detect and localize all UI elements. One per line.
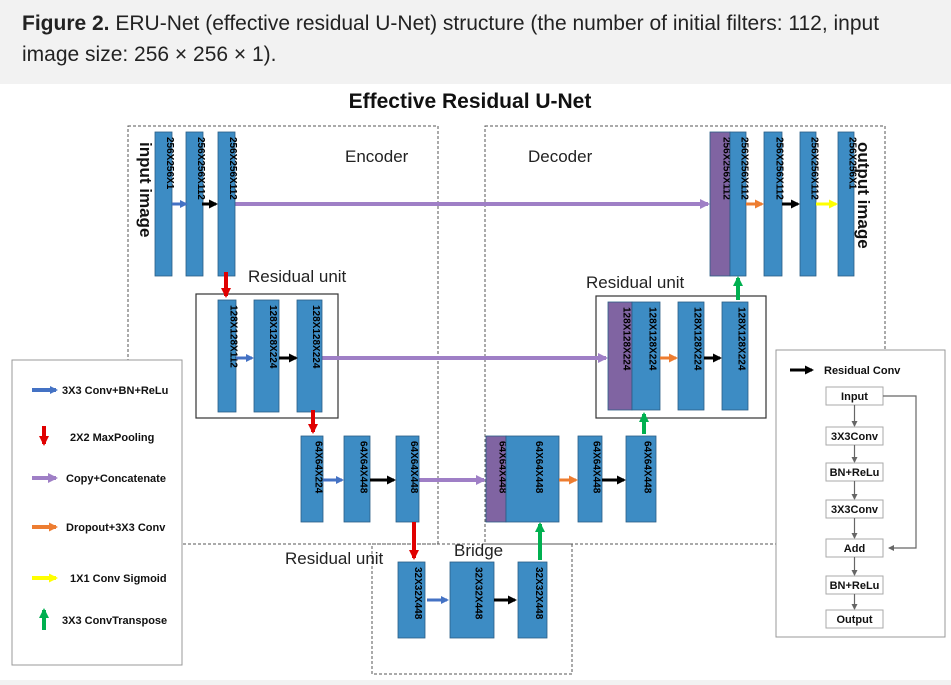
block-label-e3c: 64X64X448 bbox=[408, 441, 419, 494]
block-label-d3b: 64X64X448 bbox=[533, 441, 544, 494]
eru-net-diagram: Effective Residual U-Net Encoder Decoder… bbox=[11, 90, 946, 675]
block-d1e bbox=[837, 131, 855, 277]
residual-conv-step: BN+ReLu bbox=[830, 467, 880, 479]
bridge-residual-unit-label: Residual unit bbox=[285, 549, 384, 568]
block-e2b bbox=[253, 299, 280, 413]
decoder-label: Decoder bbox=[528, 147, 593, 166]
figure-panel: Effective Residual U-Net Encoder Decoder… bbox=[0, 84, 951, 680]
residual-conv-step: Input bbox=[841, 391, 868, 403]
block-label-e1b: 256X256X112 bbox=[195, 137, 206, 200]
block-b3 bbox=[517, 561, 548, 639]
residual-skip-connection bbox=[883, 395, 917, 551]
residual-conv-title: Residual Conv bbox=[824, 365, 901, 377]
block-e2a bbox=[217, 299, 237, 413]
decoder-residual-unit-label: Residual unit bbox=[586, 273, 685, 292]
residual-conv-step: Add bbox=[844, 543, 865, 555]
encoder-region bbox=[127, 125, 439, 545]
block-label-d1d: 256X256X112 bbox=[809, 137, 820, 200]
block-label-e3b: 64X64X448 bbox=[358, 441, 369, 494]
legend-label-concat: Copy+Concatenate bbox=[66, 473, 166, 485]
block-label-e1a: 256X256X1 bbox=[164, 137, 175, 190]
block-label-b3: 32X32X448 bbox=[533, 567, 544, 620]
block-label-b2: 32X32X448 bbox=[473, 567, 484, 620]
bridge-label: Bridge bbox=[454, 541, 503, 560]
residual-conv-step-box bbox=[825, 609, 884, 629]
block-d2a bbox=[607, 301, 633, 411]
block-label-d2d: 128X128X224 bbox=[736, 307, 747, 371]
block-label-e1c: 256X256X112 bbox=[227, 137, 238, 200]
block-label-d1e: 256X256X1 bbox=[847, 137, 858, 190]
residual-conv-step: 3X3Conv bbox=[831, 431, 879, 443]
block-label-b1: 32X32X448 bbox=[412, 567, 423, 620]
block-label-d2a: 128X128X224 bbox=[621, 307, 632, 371]
legend-label-conv: 3X3 Conv+BN+ReLu bbox=[62, 385, 168, 397]
input-image-label: input image bbox=[136, 142, 155, 237]
block-label-d1a: 256X256X112 bbox=[721, 137, 732, 200]
block-label-d3a: 64X64X448 bbox=[497, 441, 508, 494]
block-label-e2a: 128X128X112 bbox=[228, 305, 239, 368]
block-label-d1c: 256X256X112 bbox=[774, 137, 785, 200]
legend-items: 3X3 Conv+BN+ReLu 2X2 MaxPooling Copy+Con… bbox=[32, 385, 168, 630]
block-d2c bbox=[677, 301, 705, 411]
figure-caption: Figure 2. ERU-Net (effective residual U-… bbox=[22, 8, 932, 70]
feature-map-blocks: 256X256X1 256X256X112 256X256X112 128X128X1… bbox=[154, 131, 858, 639]
residual-conv-step: Output bbox=[836, 614, 872, 626]
block-d2d bbox=[721, 301, 749, 411]
block-label-d3c: 64X64X448 bbox=[591, 441, 602, 494]
output-image-label: output image bbox=[854, 142, 873, 249]
figure-number: Figure 2. bbox=[22, 12, 110, 35]
legend-label-maxpool: 2X2 MaxPooling bbox=[70, 432, 154, 444]
block-label-d2c: 128X128X224 bbox=[692, 307, 703, 371]
residual-conv-step: BN+ReLu bbox=[830, 580, 880, 592]
legend-label-sigmoid: 1X1 Conv Sigmoid bbox=[70, 573, 167, 585]
block-label-d1b: 256X256X112 bbox=[739, 137, 750, 200]
residual-conv-step: 3X3Conv bbox=[831, 504, 879, 516]
encoder-label: Encoder bbox=[345, 147, 409, 166]
bridge-region bbox=[371, 543, 573, 675]
block-b1 bbox=[397, 561, 426, 639]
block-d2b bbox=[631, 301, 661, 411]
diagram-title: Effective Residual U-Net bbox=[349, 90, 592, 113]
encoder-residual-unit-label: Residual unit bbox=[248, 267, 347, 286]
decoder-region bbox=[484, 125, 886, 545]
block-e3b bbox=[343, 435, 371, 523]
block-label-d3d: 64X64X448 bbox=[642, 441, 653, 494]
block-d3d bbox=[625, 435, 657, 523]
legend-label-dropout: Dropout+3X3 Conv bbox=[66, 522, 166, 534]
block-e3c bbox=[395, 435, 420, 523]
block-label-d2b: 128X128X224 bbox=[647, 307, 658, 371]
legend-label-convtranspose: 3X3 ConvTranspose bbox=[62, 615, 167, 627]
block-label-e2c: 128X128X224 bbox=[310, 305, 321, 369]
block-b2 bbox=[449, 561, 495, 639]
block-d3b bbox=[505, 435, 560, 523]
block-label-e3a: 64X64X224 bbox=[313, 441, 324, 494]
block-label-e2b: 128X128X224 bbox=[267, 305, 278, 369]
caption-text: ERU-Net (effective residual U-Net) struc… bbox=[22, 12, 880, 66]
residual-conv-steps: Input 3X3Conv BN+ReLu 3X3Conv Add BN+ReLu Outp… bbox=[825, 386, 884, 629]
